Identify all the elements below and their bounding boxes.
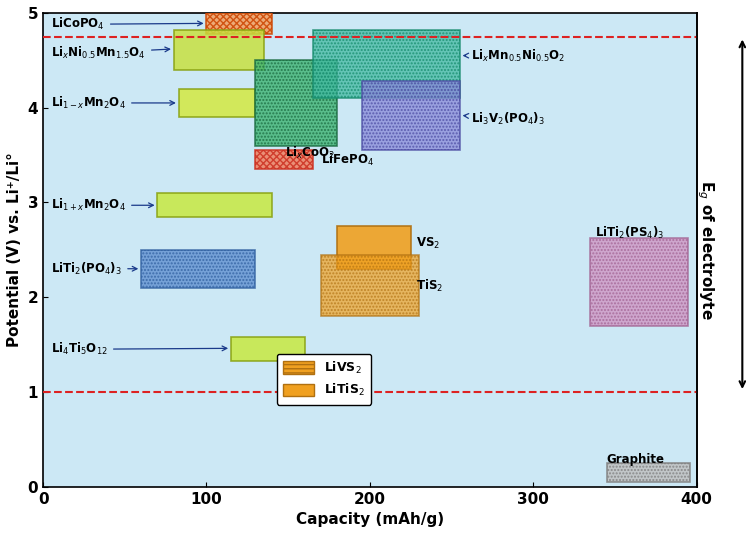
Bar xyxy=(207,13,272,34)
Y-axis label: Potential (V) vs. Li⁺/Li°: Potential (V) vs. Li⁺/Li° xyxy=(7,152,22,347)
Text: TiS$_2$: TiS$_2$ xyxy=(416,278,442,294)
Text: LiCoPO$_4$: LiCoPO$_4$ xyxy=(51,16,202,33)
Y-axis label: E$_g$ of electrolyte: E$_g$ of electrolyte xyxy=(695,180,716,320)
Bar xyxy=(141,250,255,288)
Text: Li$_x$Mn$_{0.5}$Ni$_{0.5}$O$_2$: Li$_x$Mn$_{0.5}$Ni$_{0.5}$O$_2$ xyxy=(464,48,565,64)
Bar xyxy=(174,30,263,70)
Text: LiFePO$_4$: LiFePO$_4$ xyxy=(321,152,374,168)
Bar xyxy=(231,337,304,360)
Bar xyxy=(157,193,272,217)
Text: Li$_{1-x}$Mn$_2$O$_4$: Li$_{1-x}$Mn$_2$O$_4$ xyxy=(51,95,175,111)
Bar xyxy=(362,81,460,150)
Bar xyxy=(321,255,419,316)
Text: Graphite: Graphite xyxy=(606,453,665,466)
Bar xyxy=(337,226,411,269)
Bar xyxy=(255,150,313,169)
Bar xyxy=(606,463,690,482)
Bar xyxy=(590,238,689,326)
Text: VS$_2$: VS$_2$ xyxy=(416,235,439,250)
Text: Li$_x$CoO$_2$: Li$_x$CoO$_2$ xyxy=(285,145,335,161)
Text: Li$_4$Ti$_5$O$_{12}$: Li$_4$Ti$_5$O$_{12}$ xyxy=(51,341,227,357)
Text: Li$_{1+x}$Mn$_2$O$_4$: Li$_{1+x}$Mn$_2$O$_4$ xyxy=(51,197,153,213)
X-axis label: Capacity (mAh/g): Capacity (mAh/g) xyxy=(295,512,444,527)
Text: Li$_x$Ni$_{0.5}$Mn$_{1.5}$O$_4$: Li$_x$Ni$_{0.5}$Mn$_{1.5}$O$_4$ xyxy=(51,45,169,61)
Bar xyxy=(179,89,255,117)
Text: LiTi$_2$(PO$_4$)$_3$: LiTi$_2$(PO$_4$)$_3$ xyxy=(51,261,137,277)
Bar xyxy=(255,60,337,146)
Bar xyxy=(313,30,460,98)
Text: LiTi$_2$(PS$_4$)$_3$: LiTi$_2$(PS$_4$)$_3$ xyxy=(595,225,665,241)
Legend: LiVS$_2$, LiTiS$_2$: LiVS$_2$, LiTiS$_2$ xyxy=(277,354,372,405)
Text: Li$_3$V$_2$(PO$_4$)$_3$: Li$_3$V$_2$(PO$_4$)$_3$ xyxy=(464,111,545,127)
